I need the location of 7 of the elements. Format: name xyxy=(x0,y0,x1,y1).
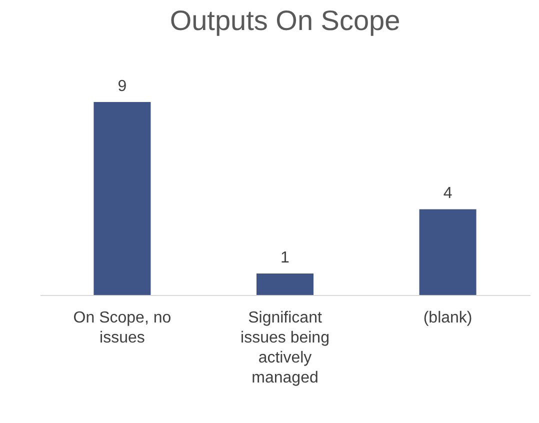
chart-title: Outputs On Scope xyxy=(170,5,400,36)
x-tick-label: (blank) xyxy=(423,310,472,326)
x-tick-label: Significant issues being actively managed xyxy=(240,310,330,386)
x-tick-label: On Scope, no issues xyxy=(73,310,172,346)
data-label: 9 xyxy=(118,78,127,95)
data-label: 4 xyxy=(443,185,452,202)
data-label: 1 xyxy=(280,250,290,267)
